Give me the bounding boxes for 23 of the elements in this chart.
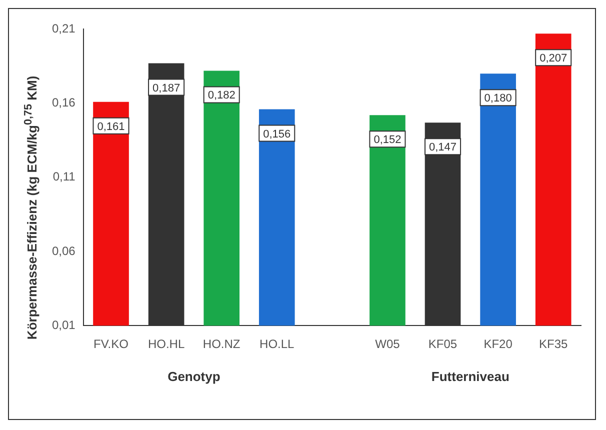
data-label: 0,207 [540,52,568,65]
data-label: 0,147 [429,142,457,154]
x-tick-label: HO.NZ [202,337,240,352]
y-tick-label: 0,11 [52,170,76,184]
y-tick-label: 0,21 [52,22,76,36]
text: Genotyp [168,369,220,384]
data-label: 0,161 [97,120,125,133]
x-tick-label: W05 [375,337,400,352]
data-label: 0,180 [484,92,512,105]
x-tick-label: HO.LL [260,337,295,352]
text: Futterniveau [431,369,510,384]
x-tick-label: HO.HL [148,337,185,352]
x-tick-label: FV.KO [94,337,128,352]
data-label: 0,182 [208,90,236,102]
x-tick-label: KF05 [428,337,458,352]
x-tick-label: KF20 [484,337,513,352]
y-tick-label: 0,01 [52,318,76,332]
data-label: 0,187 [152,82,180,94]
data-label: 0,156 [263,128,291,140]
x-tick-label: KF35 [539,337,568,352]
data-label: 0,152 [374,134,402,146]
y-tick-label: 0,06 [52,244,76,258]
y-tick-label: 0,16 [52,96,76,110]
